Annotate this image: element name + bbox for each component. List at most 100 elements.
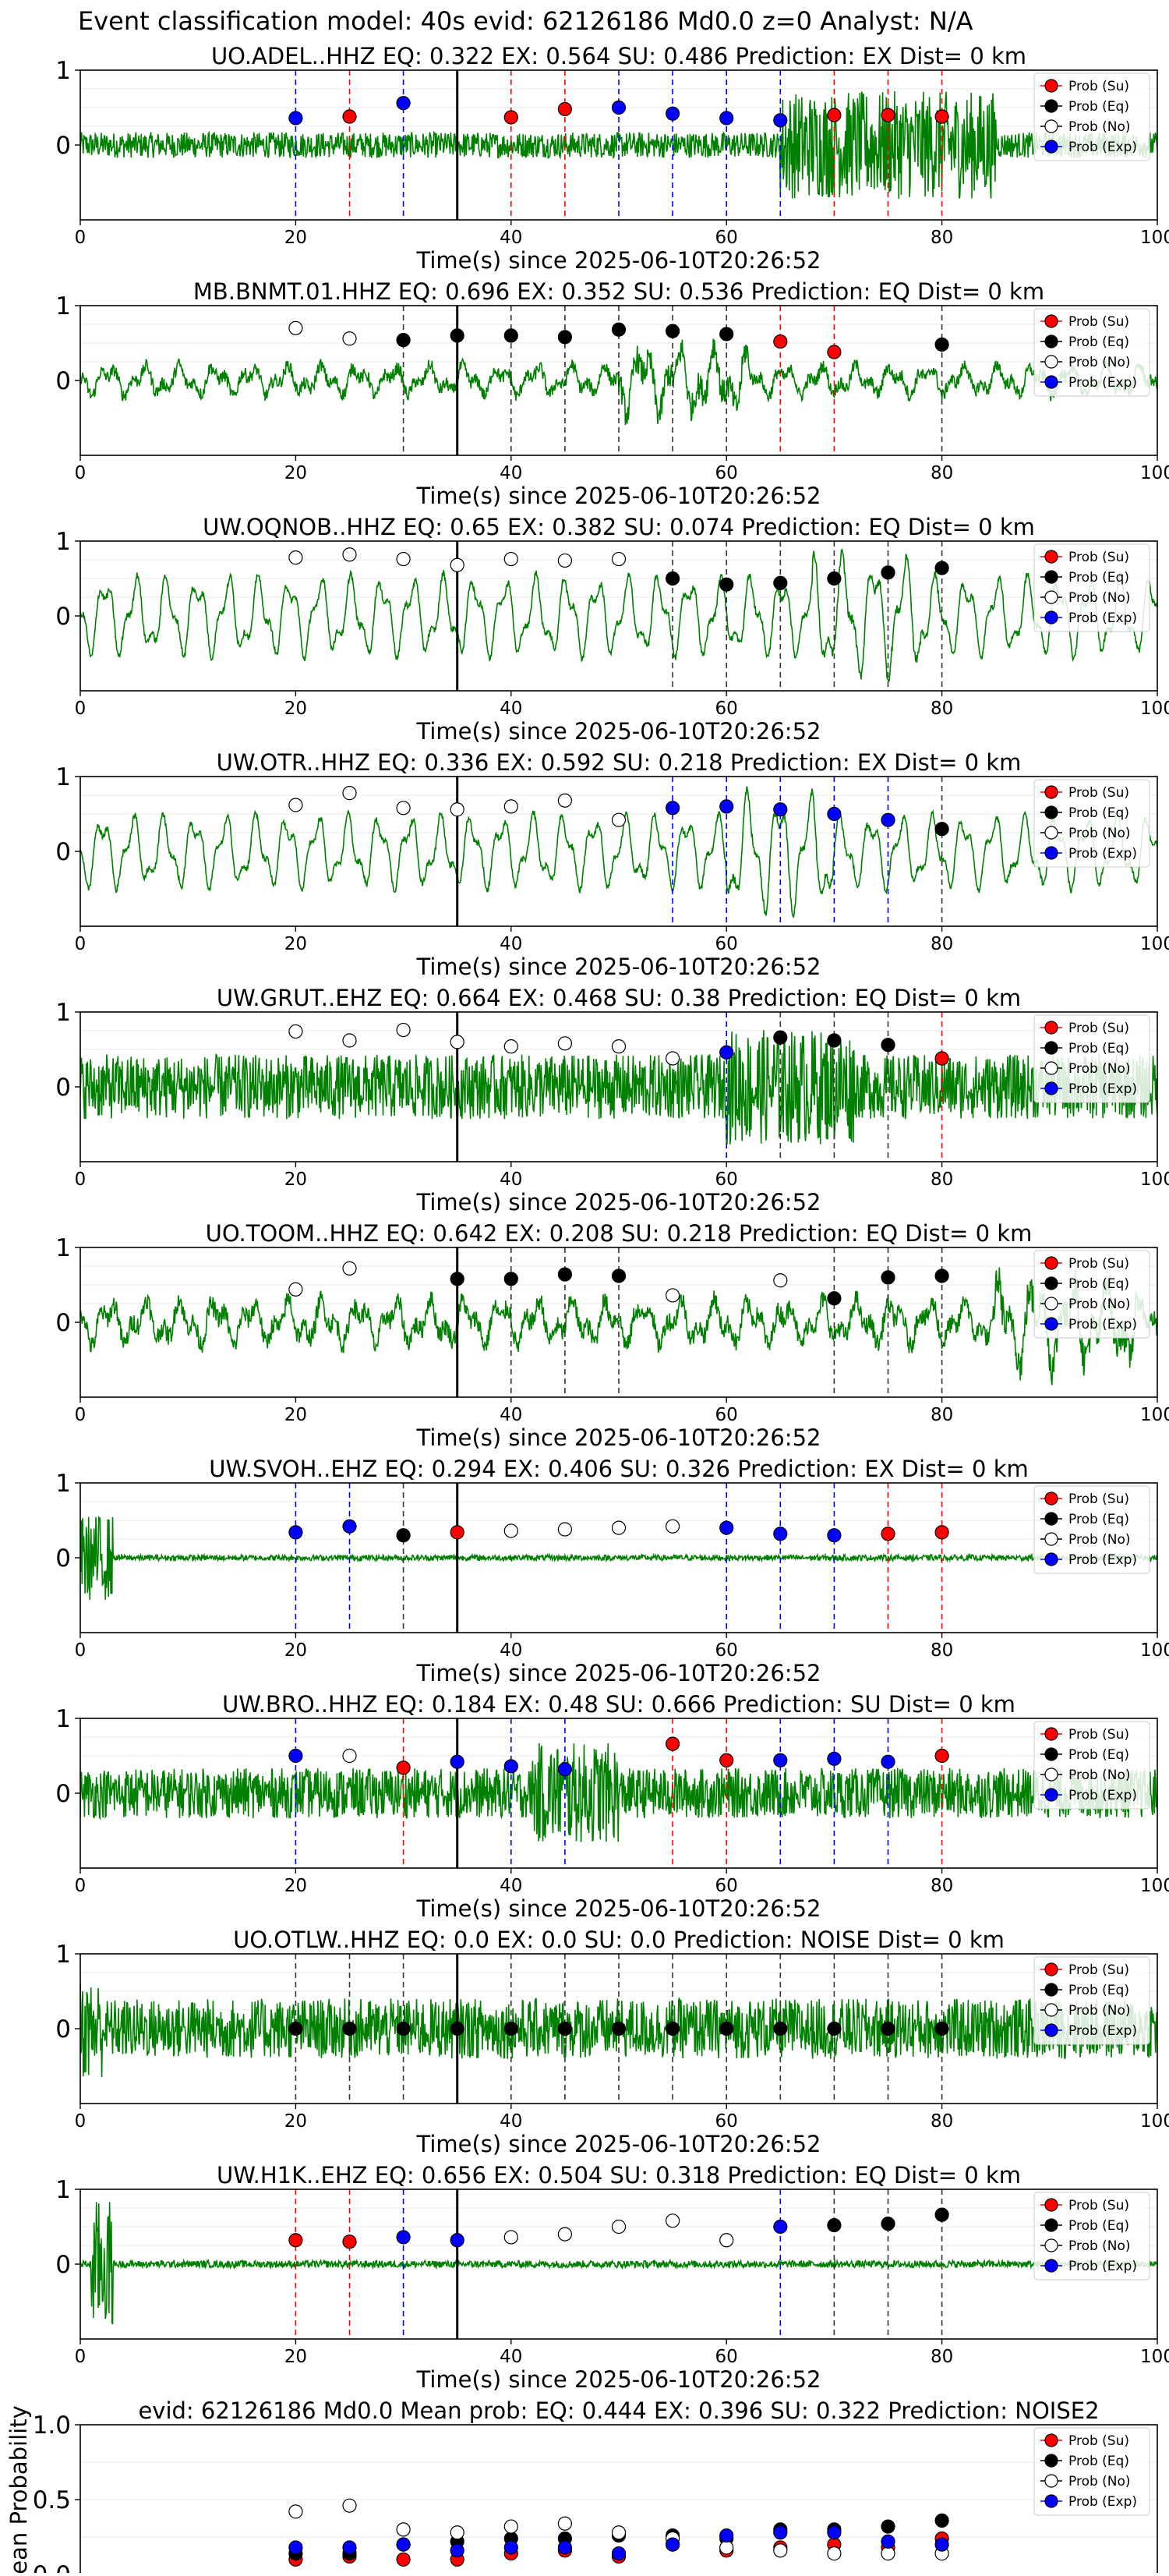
prob-marker-exp [665,106,680,121]
mean-prob-marker-exp [773,2525,788,2540]
prob-marker-exp [719,1520,734,1535]
legend-box [1033,2192,1150,2281]
legend-box [1033,1014,1150,1103]
legend-label-su: Prob (Su) [1068,79,1129,94]
prob-marker-exp [288,1748,303,1764]
x-tick-label: 0 [75,1405,87,1425]
chart-panel-4: UW.OTR..HHZ EQ: 0.336 EX: 0.592 SU: 0.21… [55,749,1169,980]
prob-marker-exp [827,806,842,822]
legend-marker-su [1044,79,1058,93]
y-tick-label: 0 [55,603,71,631]
legend-label-su: Prob (Su) [1068,314,1129,330]
legend-marker-no [1044,2238,1058,2252]
legend-marker-eq [1044,1512,1058,1526]
legend-marker-su [1044,2433,1058,2447]
legend-label-su: Prob (Su) [1068,1962,1129,1978]
prob-marker-exp [396,2230,411,2245]
legend-marker-eq [1044,1747,1058,1761]
prob-marker-eq [719,577,734,592]
legend-marker-no [1044,355,1058,369]
legend-label-eq: Prob (Eq) [1068,1983,1129,1998]
chart-title: UO.TOOM..HHZ EQ: 0.642 EX: 0.208 SU: 0.2… [206,1220,1033,1247]
x-tick-label: 60 [715,2111,738,2132]
prob-marker-exp [773,2219,788,2235]
mean-prob-marker-no [719,2540,734,2555]
legend-marker-su [1044,314,1058,328]
x-tick-label: 0 [75,1169,87,1190]
chart-panel-5: UW.GRUT..EHZ EQ: 0.664 EX: 0.468 SU: 0.3… [55,985,1169,1215]
legend-label-exp: Prob (Exp) [1068,1552,1137,1568]
prob-marker-no [450,1035,464,1049]
legend-label-exp: Prob (Exp) [1068,610,1137,626]
legend-marker-su [1044,550,1058,564]
legend-marker-eq [1044,99,1058,113]
x-tick-label: 60 [715,1169,738,1190]
prob-marker-su [827,108,842,122]
x-tick-label: 20 [284,463,307,483]
x-tick-label: 20 [284,699,307,719]
chart-title: UW.SVOH..EHZ EQ: 0.294 EX: 0.406 SU: 0.3… [209,1456,1029,1482]
prob-marker-no [288,798,303,812]
prob-marker-su [934,1748,949,1764]
legend-marker-su [1044,1962,1058,1976]
x-tick-label: 40 [500,1876,522,1896]
prob-marker-no [611,812,627,827]
y-tick-label: 0 [55,2251,71,2279]
legend-marker-exp [1044,1081,1058,1095]
prob-marker-no [557,1036,573,1051]
prob-marker-eq [934,2207,949,2222]
legend-marker-exp [1044,375,1058,389]
prob-marker-no [503,1039,518,1054]
prob-marker-su [773,334,788,349]
prob-marker-eq [450,1272,464,1286]
prob-marker-no [773,1273,788,1288]
prob-marker-exp [773,1753,788,1767]
prob-marker-eq [396,2021,411,2036]
x-axis-label: Time(s) since 2025-06-10T20:26:52 [416,718,821,745]
prob-marker-no [342,331,357,346]
prob-marker-no [611,551,627,567]
legend-box [1033,1485,1150,1574]
chart-panel-11: evid: 62126186 Md0.0 Mean prob: EQ: 0.44… [5,2397,1158,2576]
prob-marker-no [288,1282,303,1297]
legend-marker-exp [1044,610,1058,625]
legend-marker-no [1044,1767,1058,1782]
x-tick-label: 20 [284,1405,307,1425]
prob-marker-exp [719,799,734,814]
x-tick-label: 20 [284,1169,307,1190]
legend-box [1033,779,1150,868]
x-tick-label: 60 [715,1876,738,1896]
prob-marker-no [396,551,411,567]
page-title: Event classification model: 40s evid: 62… [78,6,973,36]
prob-marker-eq [503,2021,518,2036]
prob-marker-eq [827,2217,842,2233]
y-tick-label: 1 [55,528,71,556]
x-tick-label: 0 [75,463,87,483]
y-axis-label: Mean Probability [5,2405,32,2573]
prob-marker-exp [450,1754,464,1769]
legend-marker-no [1044,119,1058,133]
x-tick-label: 100 [1140,699,1169,719]
prob-marker-eq [611,322,627,337]
waveform-trace [80,1743,1157,1842]
legend-label-exp: Prob (Exp) [1068,2259,1137,2274]
prob-marker-eq [827,1291,842,1306]
prob-marker-su [288,2233,303,2248]
x-tick-label: 100 [1140,1876,1169,1896]
y-tick-label: 1 [55,999,71,1027]
prob-marker-no [342,1261,357,1276]
prob-marker-exp [827,1528,842,1543]
mean-prob-marker-eq [881,2519,895,2534]
legend-box [1033,2427,1150,2516]
x-tick-label: 100 [1140,228,1169,248]
prob-marker-eq [665,324,680,338]
prob-marker-su [450,1525,464,1540]
prob-marker-no [342,1033,357,1048]
waveform-trace [80,1030,1157,1145]
prob-marker-exp [288,1525,303,1540]
x-tick-label: 0 [75,1876,87,1896]
prob-marker-exp [557,1762,573,1777]
mean-prob-marker-exp [503,2540,518,2555]
prob-marker-su [934,109,949,124]
prob-marker-no [611,2219,627,2235]
